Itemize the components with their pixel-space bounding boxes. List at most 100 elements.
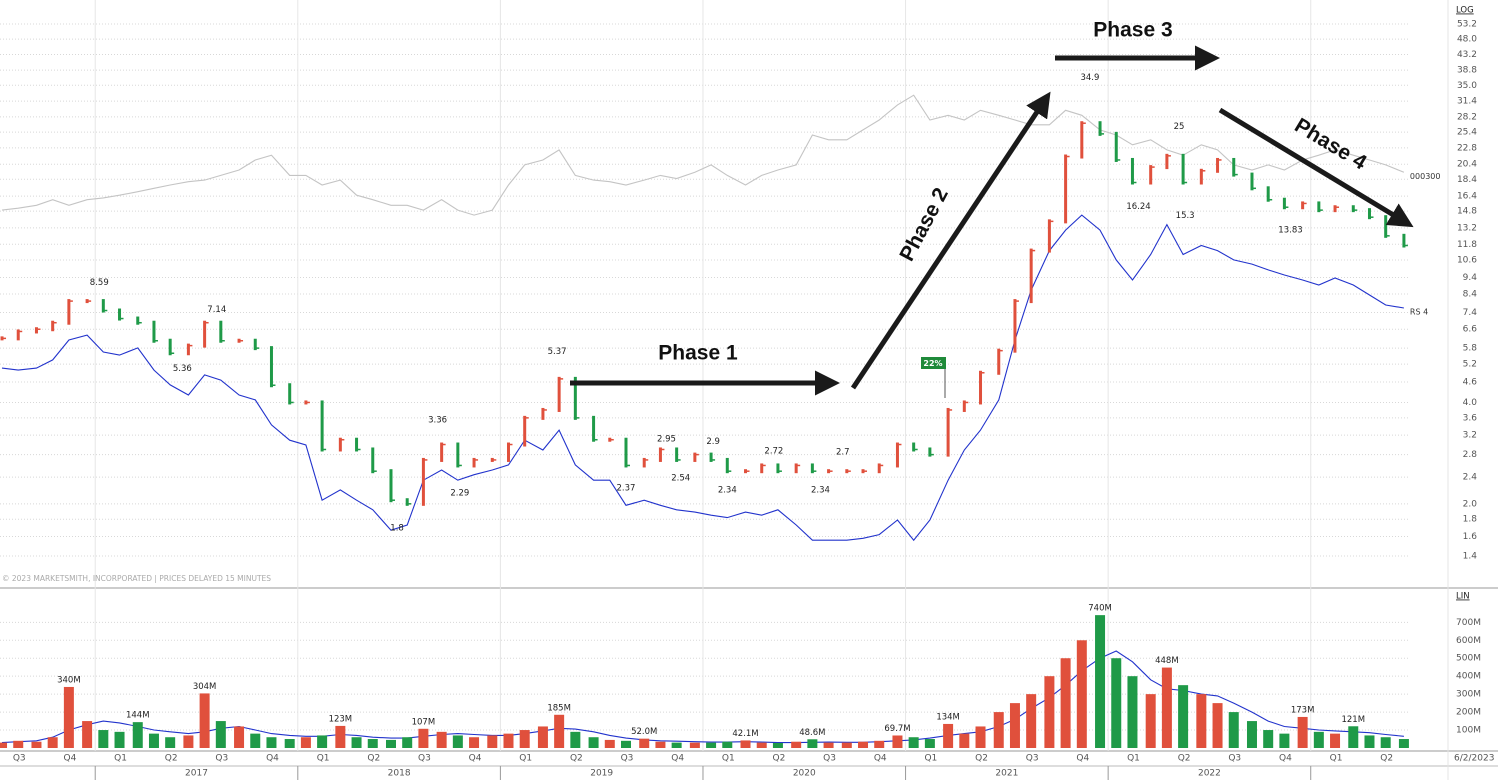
volume-bar <box>756 742 767 748</box>
volume-bar <box>0 742 8 748</box>
price-bar <box>760 463 764 474</box>
volume-bar <box>823 742 834 748</box>
volume-bar <box>1279 733 1290 748</box>
price-label: 8.59 <box>90 278 109 288</box>
volume-bar <box>1228 712 1239 748</box>
volume-bar <box>402 737 413 748</box>
volume-bar <box>604 739 615 748</box>
volume-bar <box>706 742 717 748</box>
price-bar <box>1130 157 1134 185</box>
price-bar <box>320 400 324 452</box>
volume-bar <box>874 740 885 748</box>
price-label: 34.9 <box>1080 73 1099 83</box>
volume-bar <box>892 735 903 748</box>
price-bar <box>472 457 476 468</box>
volume-bar <box>300 737 311 748</box>
y-tick-label: 20.4 <box>1457 160 1477 170</box>
year-label: 2020 <box>793 769 816 779</box>
x-tick-label: Q4 <box>1279 754 1292 764</box>
volume-bar <box>469 737 480 748</box>
price-bar <box>642 457 646 468</box>
volume-bar <box>1330 733 1341 748</box>
volume-bar <box>436 731 447 748</box>
price-label: 2.37 <box>617 483 636 493</box>
price-bar <box>1232 157 1236 177</box>
price-bar <box>1266 186 1270 202</box>
x-tick-label: Q2 <box>367 754 380 764</box>
y-tick-label: 1.8 <box>1463 515 1478 525</box>
phase-label: Phase 3 <box>1093 19 1172 42</box>
volume-bar <box>98 730 109 748</box>
price-bar <box>1181 153 1185 185</box>
y-tick-label: 38.8 <box>1457 66 1477 76</box>
x-tick-label: Q1 <box>114 754 127 764</box>
volume-label: 42.1M <box>732 729 758 739</box>
volume-bar <box>1009 703 1020 748</box>
price-bar <box>1282 197 1286 210</box>
price-bar <box>456 442 460 468</box>
scale-label: LOG <box>1456 6 1474 16</box>
price-bar <box>997 348 1001 375</box>
x-tick-label: Q4 <box>63 754 76 764</box>
x-tick-label: Q1 <box>1127 754 1140 764</box>
volume-bar <box>132 722 143 748</box>
volume-bar <box>588 737 599 748</box>
y-tick-label: 500M <box>1456 654 1481 664</box>
volume-bar <box>1380 737 1391 748</box>
price-label: 1.8 <box>390 524 404 534</box>
y-tick-label: 53.2 <box>1457 20 1477 30</box>
arrow <box>850 91 1051 390</box>
volume-label: 52.0M <box>631 727 657 737</box>
y-tick-label: 300M <box>1456 690 1481 700</box>
y-tick-label: 3.6 <box>1463 413 1478 423</box>
series-line <box>1 214 1404 542</box>
volume-bar <box>266 737 277 748</box>
x-tick-label: Q3 <box>418 754 431 764</box>
price-bar <box>794 463 798 474</box>
year-label: 2022 <box>1198 769 1221 779</box>
price-bar <box>1250 172 1254 191</box>
series-line <box>1 94 1405 216</box>
volume-label: 107M <box>412 717 436 727</box>
price-bar <box>101 299 105 313</box>
volume-bar <box>1095 615 1106 748</box>
price-label: 2.54 <box>671 473 690 483</box>
price-bar <box>693 452 697 462</box>
price-bar <box>355 437 359 452</box>
price-bar <box>725 457 729 474</box>
volume-bar <box>385 739 396 748</box>
price-bar <box>1013 299 1017 353</box>
price-bar <box>269 346 273 388</box>
price-bar <box>440 442 444 462</box>
volume-bar <box>791 741 802 748</box>
marks-layer <box>0 121 1409 748</box>
x-tick-label: Q3 <box>1228 754 1241 764</box>
x-tick-label: Q3 <box>13 754 26 764</box>
price-bar <box>1199 168 1203 185</box>
volume-label: 134M <box>936 712 960 722</box>
x-tick-label: Q3 <box>215 754 228 764</box>
volume-bar <box>1196 694 1207 748</box>
copyright: © 2023 MARKETSMITH, INCORPORATED | PRICE… <box>2 574 271 583</box>
volume-bar <box>47 737 58 748</box>
volume-bar <box>284 739 295 748</box>
price-bar <box>1029 248 1033 304</box>
y-tick-label: 11.8 <box>1457 240 1477 250</box>
y-tick-label: 400M <box>1456 672 1481 682</box>
y-tick-label: 1.4 <box>1463 551 1478 561</box>
price-bar <box>34 327 38 334</box>
y-tick-label: 6.6 <box>1463 325 1478 335</box>
price-bar <box>962 400 966 412</box>
y-tick-label: 18.4 <box>1457 175 1477 185</box>
price-bar <box>1047 219 1051 253</box>
volume-bar <box>503 733 514 748</box>
price-label: 2.95 <box>657 434 676 444</box>
volume-bar <box>31 741 42 748</box>
badge: 22% <box>923 359 942 368</box>
volume-bar <box>13 740 24 748</box>
y-tick-label: 4.6 <box>1463 378 1478 388</box>
volume-label: 740M <box>1088 604 1112 614</box>
volume-label: 340M <box>57 675 81 685</box>
